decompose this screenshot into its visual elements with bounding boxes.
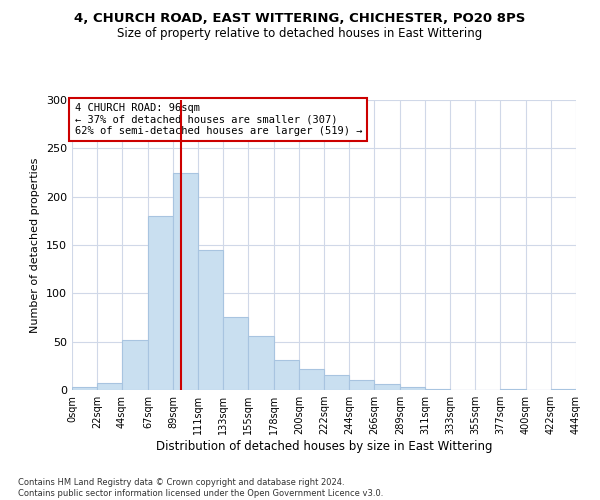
Bar xyxy=(148,216,173,390)
Bar xyxy=(324,374,349,390)
Bar xyxy=(72,387,97,390)
Bar xyxy=(400,387,425,390)
Bar xyxy=(274,360,299,390)
Text: 4, CHURCH ROAD, EAST WITTERING, CHICHESTER, PO20 8PS: 4, CHURCH ROAD, EAST WITTERING, CHICHEST… xyxy=(74,12,526,26)
Text: Contains HM Land Registry data © Crown copyright and database right 2024.
Contai: Contains HM Land Registry data © Crown c… xyxy=(18,478,383,498)
Bar xyxy=(122,340,148,390)
Y-axis label: Number of detached properties: Number of detached properties xyxy=(31,158,40,332)
Text: 4 CHURCH ROAD: 96sqm
← 37% of detached houses are smaller (307)
62% of semi-deta: 4 CHURCH ROAD: 96sqm ← 37% of detached h… xyxy=(74,103,362,136)
Bar xyxy=(248,336,274,390)
Bar xyxy=(173,172,198,390)
Text: Size of property relative to detached houses in East Wittering: Size of property relative to detached ho… xyxy=(118,28,482,40)
Bar xyxy=(223,316,248,390)
X-axis label: Distribution of detached houses by size in East Wittering: Distribution of detached houses by size … xyxy=(156,440,492,453)
Bar xyxy=(500,389,526,390)
Bar xyxy=(425,389,450,390)
Bar xyxy=(299,368,324,390)
Bar xyxy=(97,383,122,390)
Bar xyxy=(198,250,223,390)
Bar xyxy=(551,389,576,390)
Bar xyxy=(349,380,374,390)
Bar xyxy=(374,384,400,390)
